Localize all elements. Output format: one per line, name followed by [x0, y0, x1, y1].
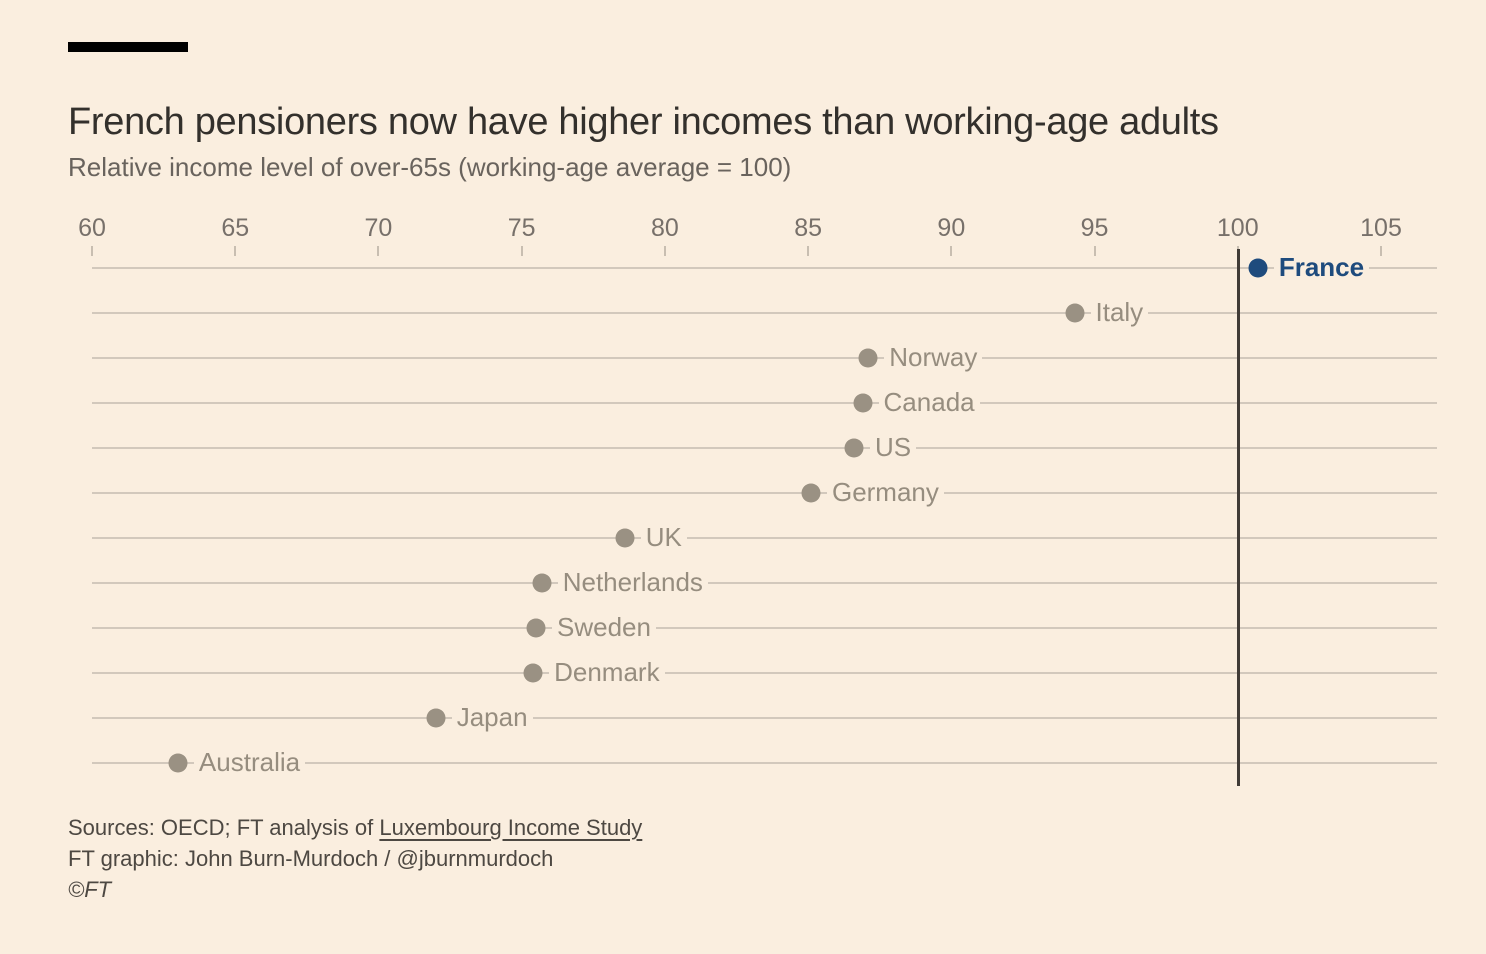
x-axis-tick-label: 65	[221, 214, 250, 242]
data-point-label: Denmark	[549, 656, 665, 688]
x-axis-tick-label: 90	[937, 214, 966, 242]
reference-line-100	[1236, 249, 1240, 786]
chart-footer: Sources: OECD; FT analysis of Luxembourg…	[68, 812, 642, 905]
sources-line: Sources: OECD; FT analysis of Luxembourg…	[68, 812, 642, 843]
data-point-dot-japan	[426, 708, 446, 728]
gridline	[92, 537, 1437, 539]
x-axis-tick	[1093, 246, 1096, 256]
gridline	[92, 492, 1437, 494]
data-point-label: Australia	[193, 746, 306, 778]
gridline	[92, 582, 1437, 584]
sources-text: Sources: OECD; FT analysis of	[68, 815, 380, 840]
data-point-dot-us	[844, 438, 864, 458]
data-point-label: Italy	[1090, 296, 1149, 328]
gridline	[92, 672, 1437, 674]
x-axis-tick	[807, 246, 810, 256]
x-axis-tick	[377, 246, 380, 256]
x-axis-tick-label: 70	[364, 214, 393, 242]
x-axis-tick-label: 80	[650, 214, 679, 242]
sources-link[interactable]: Luxembourg Income Study	[379, 815, 643, 840]
data-point-label: Canada	[878, 386, 980, 418]
x-axis-tick	[91, 246, 93, 256]
gridline	[92, 357, 1437, 359]
gridline	[92, 762, 1437, 764]
chart-title: French pensioners now have higher income…	[68, 101, 1219, 144]
gridline	[92, 402, 1437, 404]
data-point-dot-germany	[801, 483, 821, 503]
data-point-label: Sweden	[551, 611, 656, 643]
data-point-dot-norway	[858, 348, 878, 368]
data-point-label: Germany	[826, 476, 944, 508]
x-axis-tick-label: 75	[507, 214, 536, 242]
gridline	[92, 717, 1437, 719]
x-axis-tick	[1380, 246, 1382, 256]
credit-line: FT graphic: John Burn-Murdoch / @jburnmu…	[68, 846, 554, 871]
chart-subtitle: Relative income level of over-65s (worki…	[68, 152, 792, 182]
x-axis-tick-label: 85	[794, 214, 823, 242]
data-point-dot-canada	[853, 393, 873, 413]
data-point-dot-denmark	[523, 663, 543, 683]
ft-black-bar	[68, 42, 188, 52]
data-point-dot-sweden	[526, 618, 546, 638]
gridline	[92, 627, 1437, 629]
data-point-label: US	[869, 431, 917, 463]
x-axis-tick-label: 95	[1080, 214, 1109, 242]
x-axis-tick-label: 60	[78, 214, 106, 242]
copyright: ©FT	[68, 877, 112, 902]
x-axis-tick-label: 105	[1360, 214, 1402, 242]
data-point-dot-uk	[615, 528, 635, 548]
data-point-dot-australia	[168, 753, 188, 773]
data-point-dot-italy	[1065, 303, 1084, 323]
gridline	[92, 267, 1437, 269]
x-axis-tick	[950, 246, 953, 256]
gridline	[92, 447, 1437, 449]
data-point-label: France	[1273, 251, 1370, 283]
data-point-dot-france	[1248, 258, 1268, 278]
data-point-label: UK	[640, 521, 687, 553]
data-point-label: Netherlands	[557, 566, 708, 598]
data-point-label: Japan	[451, 701, 533, 733]
x-axis-tick	[663, 246, 666, 256]
x-axis-tick	[234, 246, 237, 256]
data-point-label: Norway	[884, 341, 983, 373]
x-axis-tick	[520, 246, 523, 256]
x-axis-tick-label: 100	[1216, 214, 1259, 242]
data-point-dot-netherlands	[532, 573, 552, 593]
gridline	[92, 312, 1437, 314]
